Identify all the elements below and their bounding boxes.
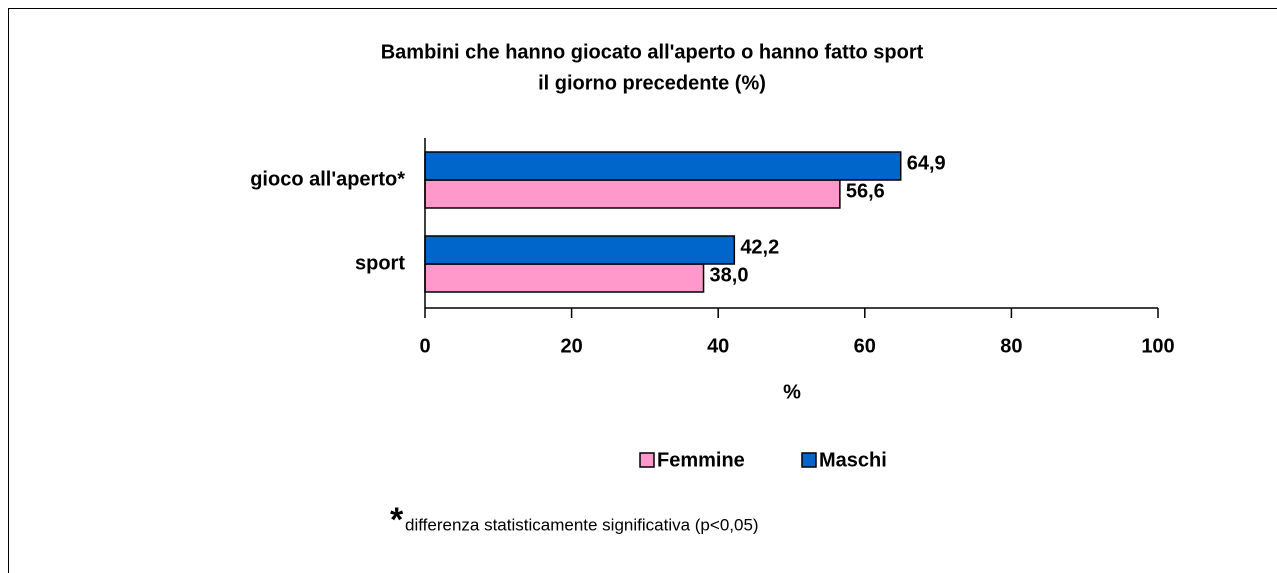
footnote-mark: * bbox=[390, 501, 404, 539]
y-tick-label: sport bbox=[355, 252, 405, 274]
bar bbox=[424, 151, 902, 181]
y-tick-label: gioco all'aperto* bbox=[250, 168, 405, 190]
x-tick-label: 100 bbox=[1141, 335, 1174, 357]
chart-title: il giorno precedente (%) bbox=[538, 72, 766, 94]
bar bbox=[424, 179, 841, 209]
data-label: 42,2 bbox=[740, 236, 779, 258]
data-label: 38,0 bbox=[710, 264, 749, 286]
legend-swatch bbox=[639, 452, 655, 468]
data-label: 56,6 bbox=[846, 180, 885, 202]
footnote: differenza statisticamente significativa… bbox=[405, 515, 759, 534]
bar bbox=[424, 235, 736, 265]
x-tick-label: 60 bbox=[854, 335, 876, 357]
legend-label: Femmine bbox=[657, 449, 745, 471]
x-tick-label: 80 bbox=[1000, 335, 1022, 357]
chart-title: Bambini che hanno giocato all'aperto o h… bbox=[381, 41, 924, 63]
bar bbox=[424, 263, 705, 293]
x-tick-label: 20 bbox=[560, 335, 582, 357]
legend-swatch bbox=[801, 452, 817, 468]
x-tick-label: 40 bbox=[707, 335, 729, 357]
legend-label: Maschi bbox=[819, 449, 887, 471]
data-label: 64,9 bbox=[907, 152, 946, 174]
x-tick-label: 0 bbox=[419, 335, 430, 357]
x-axis-label: % bbox=[783, 381, 801, 403]
